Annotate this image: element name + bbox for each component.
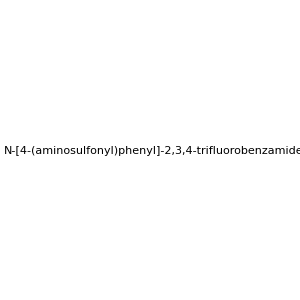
Text: N-[4-(aminosulfonyl)phenyl]-2,3,4-trifluorobenzamide: N-[4-(aminosulfonyl)phenyl]-2,3,4-triflu… [4,146,300,157]
